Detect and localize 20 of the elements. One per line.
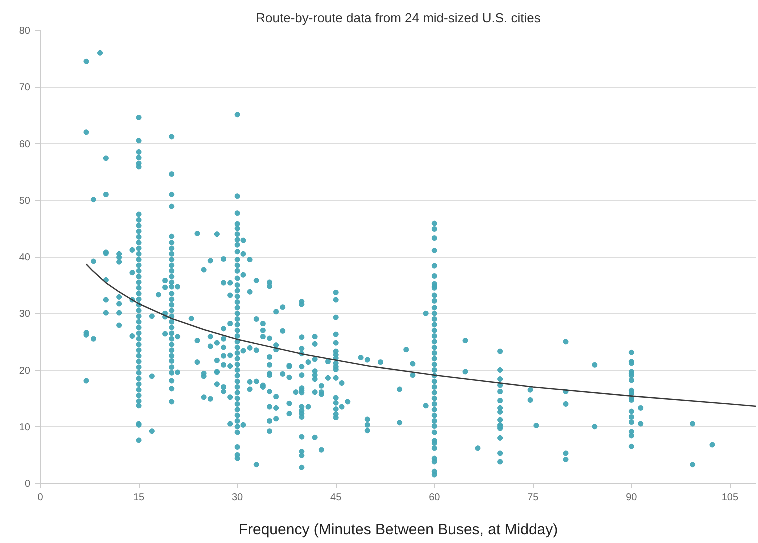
x-tick-label: 0 [38, 492, 44, 504]
y-tick-label: 40 [19, 252, 31, 264]
y-tick-label: 0 [24, 479, 31, 490]
x-axis-title: Frequency (Minutes Between Buses, at Midday) [238, 522, 558, 538]
x-tick-label: 60 [429, 492, 441, 504]
y-tick-label: 10 [19, 422, 31, 434]
x-tick-label: 30 [232, 492, 244, 504]
y-tick-label: 80 [19, 26, 31, 37]
y-tick-label: 50 [19, 196, 31, 207]
x-tick-label: 105 [722, 492, 740, 504]
y-tick-label: 60 [19, 139, 31, 150]
x-tick-label: 45 [330, 492, 342, 504]
y-tick-label: 30 [19, 309, 31, 320]
line-series [86, 264, 756, 408]
y-tick-label: 20 [19, 366, 31, 377]
x-tick-label: 75 [528, 492, 540, 504]
chart-title: Route-by-route data from 24 mid-sized U.S. cities [256, 10, 542, 26]
x-tick-label: 90 [626, 492, 638, 504]
y-tick-label: 70 [19, 82, 31, 94]
x-tick-label: 15 [133, 492, 146, 504]
